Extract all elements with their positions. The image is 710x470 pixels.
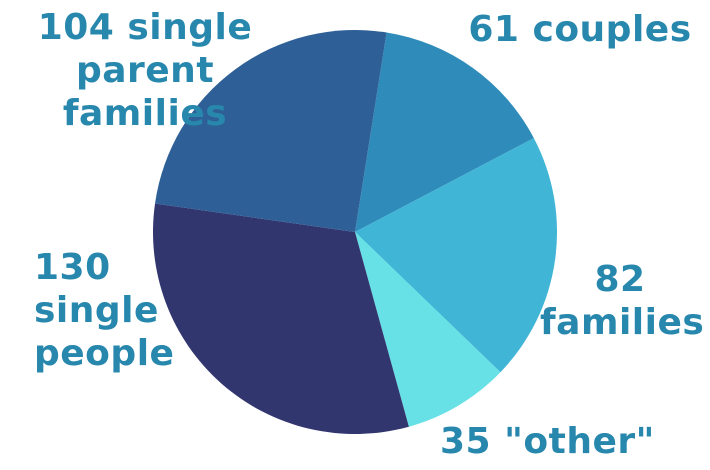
- label-line: people: [34, 333, 175, 374]
- label-line: parent: [75, 50, 215, 91]
- label-single-people: 130 single people: [34, 246, 184, 375]
- pie-slice-families: [355, 138, 558, 373]
- label-line: single: [34, 290, 159, 331]
- label-line: 130: [34, 247, 111, 288]
- pie-slice-single-parent-families: [155, 30, 387, 233]
- label-line: 61 couples: [468, 9, 692, 50]
- label-line: 104 single: [37, 7, 253, 48]
- label-other: 35 "other": [440, 420, 680, 463]
- pie-slice-other: [355, 232, 501, 427]
- pie-slice-couples: [355, 32, 534, 232]
- label-line: 82: [594, 259, 646, 300]
- label-single-parent-families: 104 single parent families: [10, 6, 280, 135]
- label-line: families: [540, 302, 705, 343]
- label-line: families: [62, 93, 228, 134]
- label-line: 35 "other": [440, 421, 655, 462]
- label-families: 82 families: [540, 258, 705, 344]
- pie-slice-single-people: [153, 203, 409, 435]
- label-couples: 61 couples: [460, 8, 700, 51]
